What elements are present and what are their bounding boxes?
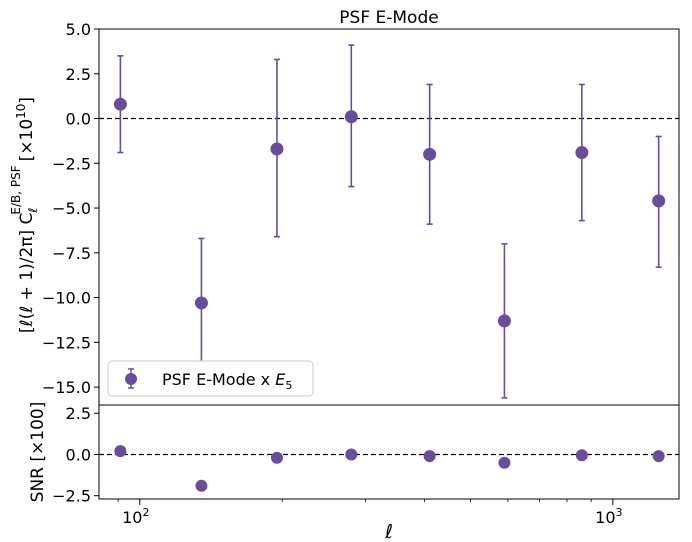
snr-point-4 — [423, 450, 436, 463]
legend-box — [107, 360, 314, 397]
x-tick-label-1: 103 — [595, 506, 622, 527]
main-plot-area — [99, 44, 679, 399]
snr-point-1 — [195, 479, 208, 492]
snr-y-tick-label-1: 0.0 — [66, 445, 91, 464]
main-y-tick-label-6: −10.0 — [42, 289, 91, 308]
snr-point-2 — [270, 451, 283, 464]
snr-point-7 — [652, 450, 665, 463]
data-point-0 — [113, 97, 127, 111]
x-tick-label-0: 102 — [122, 506, 149, 527]
chart-title: PSF E-Mode — [339, 8, 438, 28]
snr-y-tick-label-2: −2.5 — [52, 487, 91, 506]
main-y-tick-label-2: 0.0 — [66, 110, 91, 129]
main-y-tick-label-3: −2.5 — [52, 154, 91, 173]
main-y-axis-label: [ℓ(ℓ + 1)/2π] CℓE/B, PSF[×1010] — [9, 97, 40, 333]
snr-point-0 — [114, 445, 127, 458]
snr-y-ticks: 2.5 0.0 −2.5 — [52, 404, 99, 506]
legend: PSF E-Mode x E5 — [107, 360, 314, 397]
legend-marker — [125, 373, 137, 385]
data-point-5 — [497, 314, 511, 328]
snr-point-5 — [498, 456, 511, 469]
data-point-3 — [344, 110, 358, 124]
snr-y-axis-label: SNR [×100] — [28, 402, 48, 503]
snr-y-tick-label-0: 2.5 — [66, 404, 91, 423]
snr-point-6 — [575, 449, 588, 462]
main-axes-frame — [98, 28, 680, 406]
main-y-tick-label-1: 2.5 — [66, 65, 91, 84]
x-ticks: 102 103 — [117, 499, 623, 527]
data-point-7 — [652, 194, 666, 208]
data-point-2 — [270, 142, 284, 156]
main-y-tick-label-5: −7.5 — [52, 244, 91, 263]
snr-plot-area — [99, 445, 679, 492]
data-point-4 — [423, 147, 437, 161]
snr-point-3 — [345, 448, 358, 461]
main-y-tick-label-0: 5.0 — [66, 20, 91, 39]
data-point-1 — [194, 296, 208, 310]
data-point-6 — [575, 146, 589, 160]
main-y-tick-label-4: −5.0 — [52, 199, 91, 218]
x-axis-label: ℓ — [384, 521, 393, 542]
main-y-ticks: 5.0 2.5 0.0 −2.5 −5.0 −7.5 −10.0 −12.5 −15.0 — [42, 20, 99, 397]
main-y-tick-label-7: −12.5 — [42, 333, 91, 352]
snr-axes-frame — [98, 404, 680, 500]
main-y-tick-label-8: −15.0 — [42, 378, 91, 397]
legend-label: PSF E-Mode x E5 — [162, 370, 292, 392]
